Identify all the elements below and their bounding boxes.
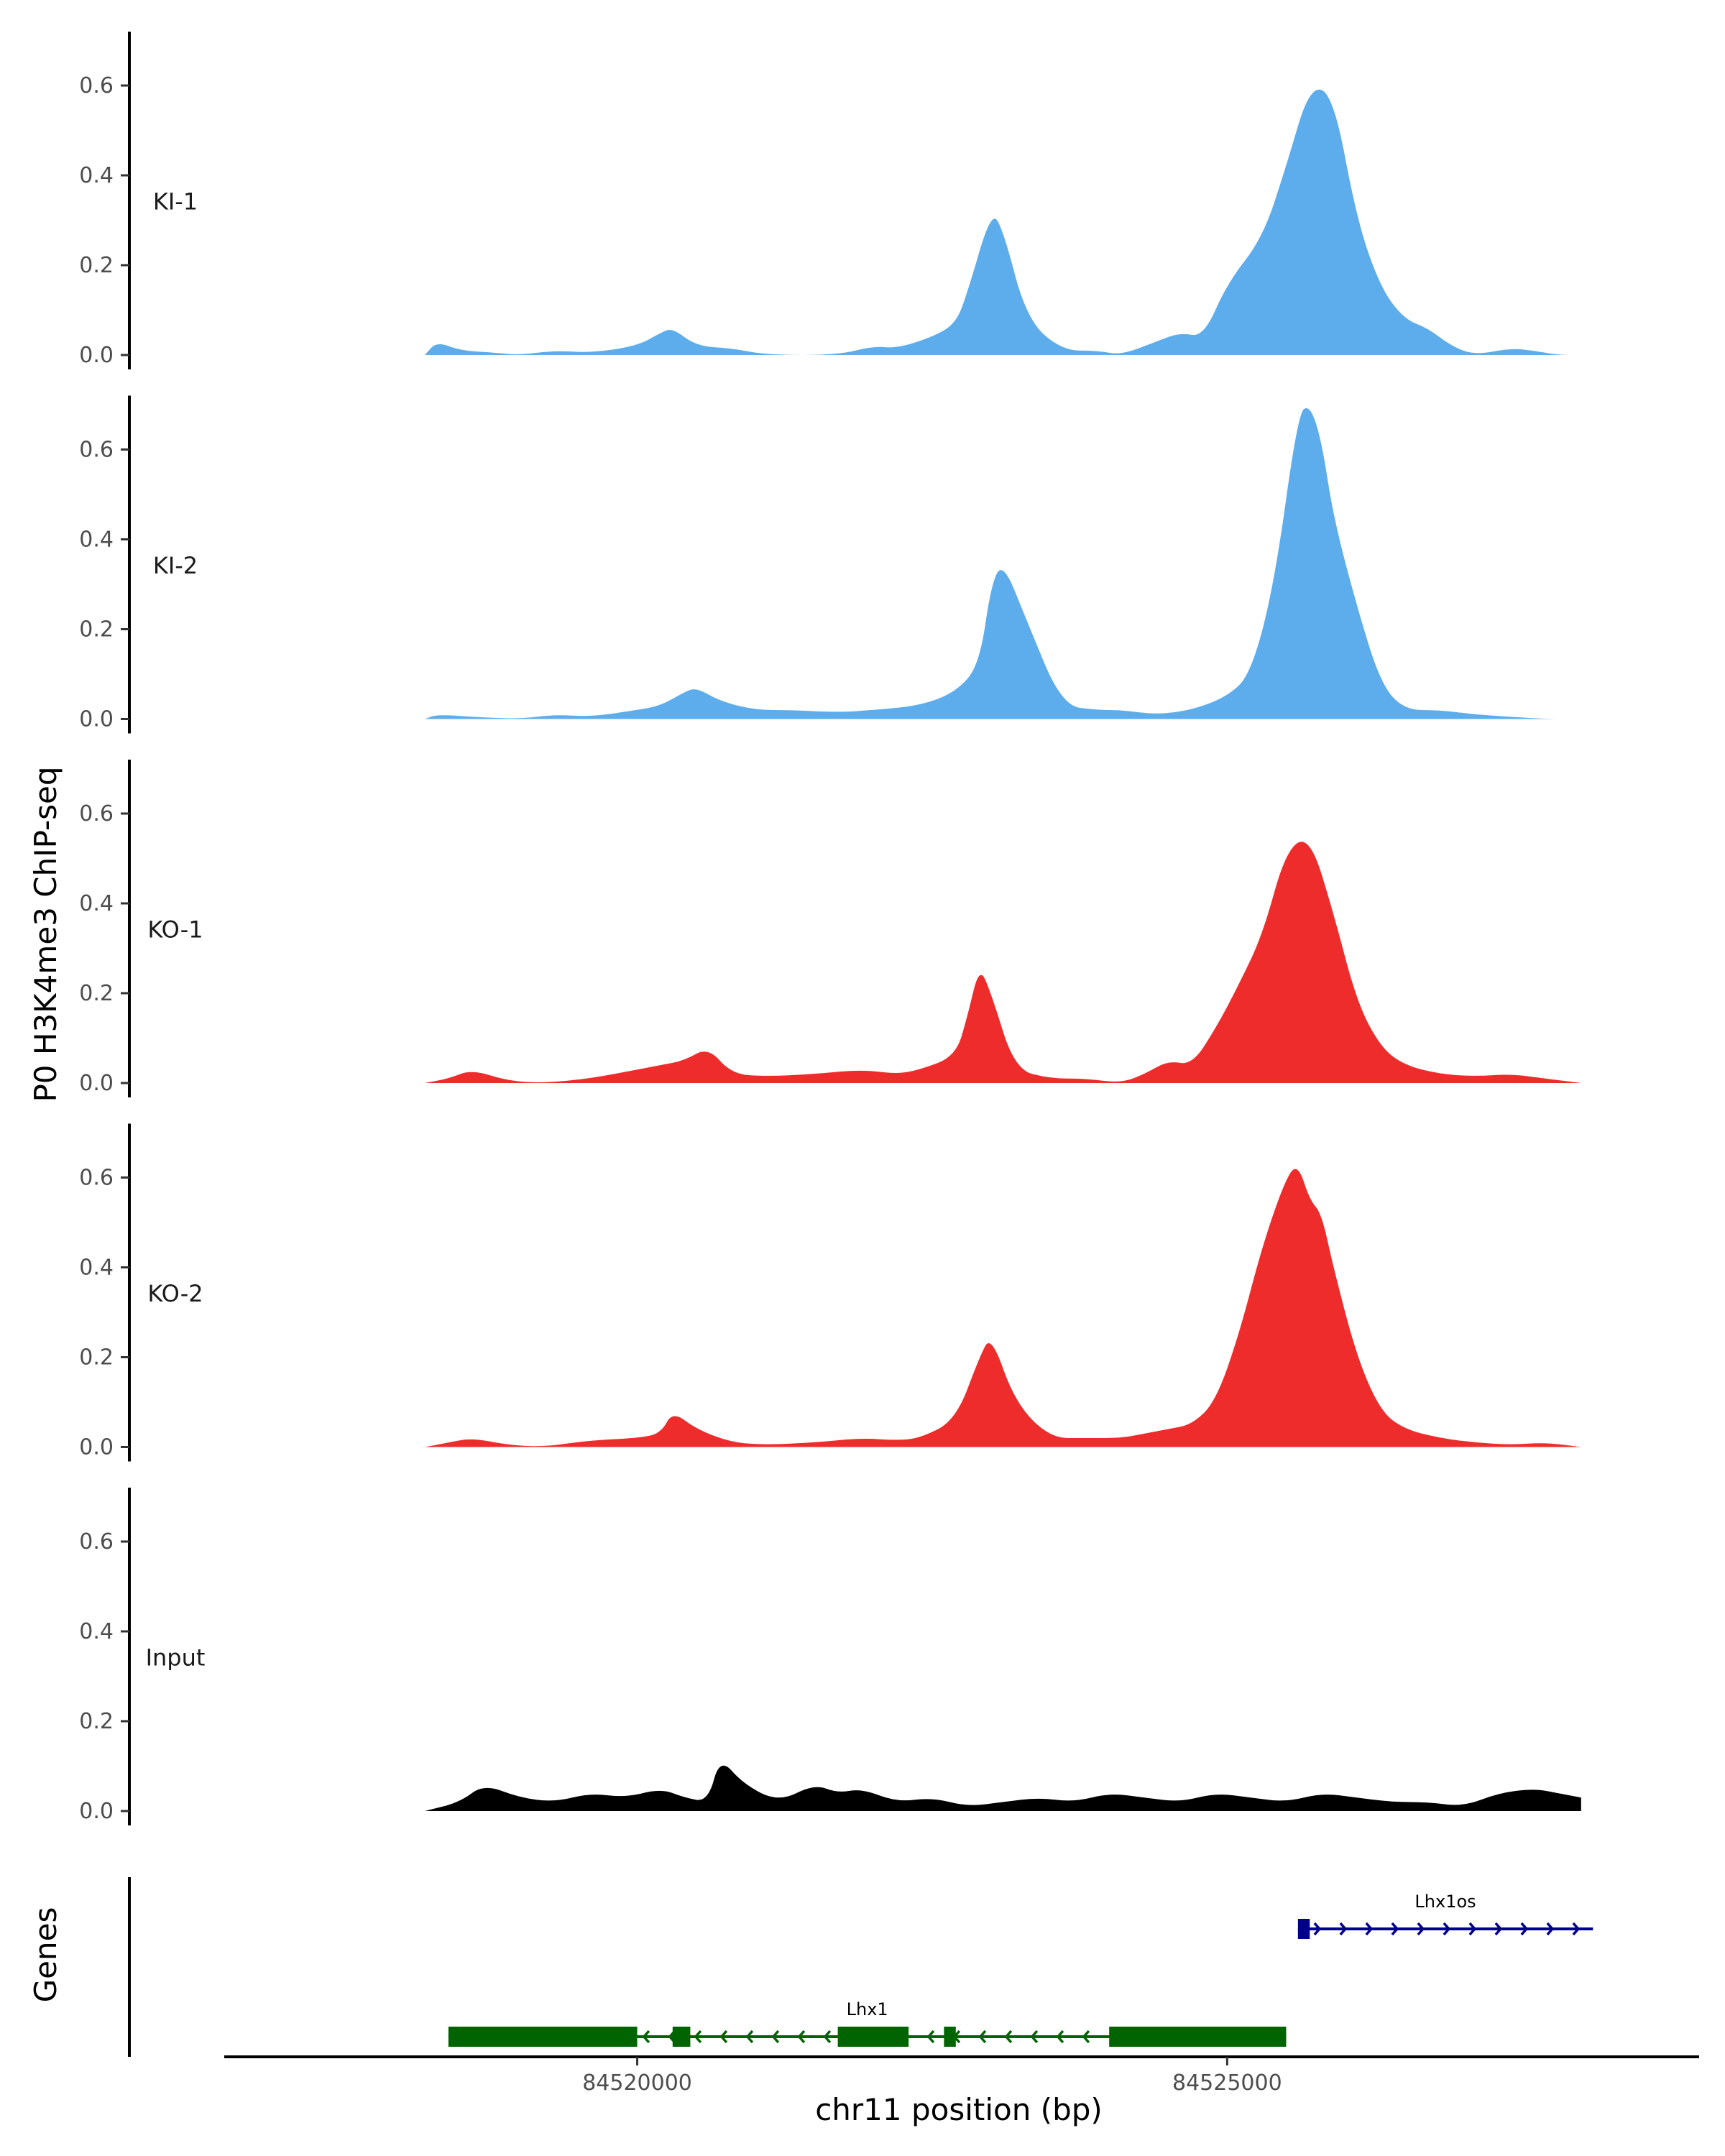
y-tick-label: 0.0 [79, 707, 114, 732]
strand-arrow-icon [1365, 1922, 1374, 1936]
y-tick-label: 0.4 [79, 1256, 114, 1281]
strand-arrow-icon [1339, 1922, 1348, 1936]
strand-arrow-icon [1546, 1922, 1555, 1936]
track-label: KO-2 [147, 1280, 203, 1307]
strand-arrow-icon [1313, 1922, 1322, 1936]
track-label: KI-1 [153, 188, 198, 216]
gene-exon [1297, 1919, 1310, 1939]
y-tick-label: 0.0 [79, 343, 114, 368]
y-tick-label: 0.2 [79, 617, 114, 642]
strand-arrow-icon [926, 2030, 935, 2044]
y-tick-label: 0.2 [79, 981, 114, 1006]
strand-arrow-icon [1520, 1922, 1529, 1936]
x-tick-label: 84520000 [582, 2070, 692, 2096]
y-tick-label: 0.4 [79, 163, 114, 188]
y-tick-label: 0.6 [79, 1166, 114, 1191]
strand-arrow-icon [1004, 2030, 1013, 2044]
coverage-area-ki-1 [425, 89, 1581, 355]
strand-arrow-icon [1572, 1922, 1581, 1936]
y-tick-label: 0.4 [79, 528, 114, 553]
track-ko-2: 0.0 0.2 0.4 0.6 KO-2 [79, 1123, 1581, 1462]
track-input: 0.0 0.2 0.4 0.6 Input [79, 1488, 1581, 1825]
y-tick-label: 0.4 [79, 1619, 114, 1644]
strand-arrow-icon [1391, 1922, 1399, 1936]
strand-arrow-icon [1030, 2030, 1039, 2044]
strand-arrow-icon [797, 2030, 806, 2044]
track-ki-1: 0.0 0.2 0.4 0.6 KI-1 [79, 32, 1581, 369]
genes-panel: Lhx1 Lhx1os [128, 1877, 1593, 2057]
coverage-tracks: 0.00.20.40.6KI-10.00.20.40.6KI-20.00.20.… [79, 32, 1581, 1825]
y-tick-label: 0.2 [79, 1345, 114, 1370]
y-tick-label: 0.6 [79, 801, 114, 826]
gene-exon [944, 2027, 956, 2047]
track-label: KO-1 [147, 916, 203, 944]
y-tick-label: 0.0 [79, 1435, 114, 1460]
strand-arrow-icon [745, 2030, 754, 2044]
gene-lhx1os: Lhx1os [1297, 1892, 1593, 1939]
x-axis: 84520000 84525000 [224, 2055, 1699, 2096]
gene-exon [837, 2027, 909, 2047]
strand-arrow-icon [719, 2030, 728, 2044]
track-label: Input [146, 1644, 206, 1672]
gene-name-label: Lhx1 [847, 1999, 888, 2019]
y-tick-label: 0.6 [79, 73, 114, 98]
strand-arrow-icon [771, 2030, 780, 2044]
track-ko-1: 0.0 0.2 0.4 0.6 KO-1 [79, 760, 1581, 1097]
strand-arrow-icon [1468, 1922, 1477, 1936]
strand-arrow-icon [1056, 2030, 1064, 2044]
x-tick-label: 84525000 [1172, 2070, 1282, 2096]
gene-exon [672, 2027, 691, 2047]
gene-name-label: Lhx1os [1414, 1892, 1476, 1912]
track-ki-2: 0.0 0.2 0.4 0.6 KI-2 [79, 395, 1581, 734]
gene-exon [448, 2027, 638, 2047]
genes-axis-title: Genes [28, 1907, 63, 2003]
y-tick-label: 0.2 [79, 1709, 114, 1734]
coverage-area-ko-2 [425, 1169, 1581, 1447]
y-tick-label: 0.2 [79, 253, 114, 278]
x-axis-title: chr11 position (bp) [815, 2092, 1103, 2127]
strand-arrow-icon [1494, 1922, 1503, 1936]
strand-arrow-icon [1443, 1922, 1451, 1936]
y-tick-label: 0.6 [79, 1529, 114, 1554]
y-tick-label: 0.0 [79, 1799, 114, 1824]
y-tick-label: 0.6 [79, 438, 114, 463]
strand-arrow-icon [642, 2030, 650, 2044]
strand-arrow-icon [823, 2030, 832, 2044]
gene-exon [1109, 2027, 1287, 2047]
y-tick-label: 0.4 [79, 891, 114, 916]
coverage-area-input [425, 1765, 1581, 1811]
gene-lhx1: Lhx1 [448, 1999, 1287, 2047]
strand-arrow-icon [1417, 1922, 1425, 1936]
coverage-area-ko-1 [425, 842, 1581, 1083]
coverage-area-ki-2 [425, 408, 1581, 719]
strand-arrow-icon [978, 2030, 987, 2044]
strand-arrow-icon [1082, 2030, 1090, 2044]
y-tick-label: 0.0 [79, 1071, 114, 1096]
track-label: KI-2 [153, 552, 198, 579]
y-axis-title: P0 H3K4me3 ChIP-seq [28, 766, 63, 1102]
strand-arrow-icon [694, 2030, 702, 2044]
